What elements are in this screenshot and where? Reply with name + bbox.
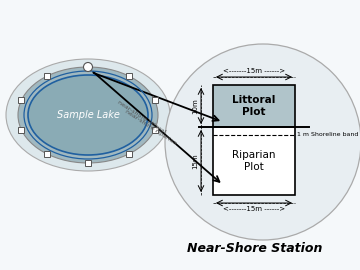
Text: Riparian
Plot: Riparian Plot [232, 150, 276, 172]
Bar [18, 97, 24, 103]
Ellipse shape [18, 67, 158, 163]
Text: Sample Lake: Sample Lake [57, 110, 120, 120]
Bar [126, 151, 132, 157]
Bar [44, 151, 50, 157]
Ellipse shape [6, 59, 170, 171]
Bar [213, 85, 295, 127]
Circle shape [165, 44, 360, 240]
Bar [85, 160, 91, 166]
Circle shape [84, 62, 93, 72]
Text: 10m: 10m [192, 98, 198, 114]
Text: <-------15m ------>: <-------15m ------> [223, 206, 285, 212]
Bar [126, 73, 132, 79]
Bar [213, 127, 295, 195]
Text: near-shore riparian: near-shore riparian [124, 109, 177, 146]
Text: near-shore littoral: near-shore littoral [116, 100, 166, 135]
Text: 15m: 15m [192, 153, 198, 169]
Text: Littoral
Plot: Littoral Plot [232, 95, 276, 117]
Bar [18, 127, 24, 133]
Bar [152, 97, 158, 103]
Text: Near-Shore Station: Near-Shore Station [187, 241, 323, 255]
Text: 1 m Shoreline band: 1 m Shoreline band [297, 131, 358, 137]
Bar [152, 127, 158, 133]
Text: <-------15m ------>: <-------15m ------> [223, 68, 285, 74]
Bar [85, 64, 91, 70]
Bar [44, 73, 50, 79]
Ellipse shape [28, 75, 148, 155]
